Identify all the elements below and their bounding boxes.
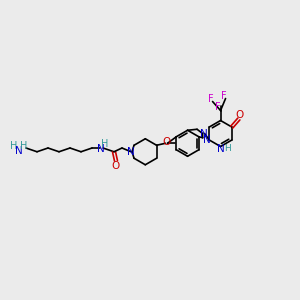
Text: O: O <box>236 110 244 120</box>
Text: N: N <box>203 135 211 145</box>
Text: N: N <box>217 143 224 154</box>
Text: N: N <box>15 146 23 156</box>
Text: N: N <box>97 144 105 154</box>
Text: O: O <box>162 137 171 147</box>
Text: F: F <box>221 91 226 100</box>
Text: H: H <box>10 141 18 151</box>
Text: N: N <box>200 128 207 139</box>
Text: F: F <box>208 94 213 103</box>
Text: F: F <box>215 101 220 112</box>
Text: H: H <box>101 139 109 149</box>
Text: H: H <box>20 141 28 151</box>
Text: N: N <box>127 147 135 157</box>
Text: H: H <box>224 144 231 153</box>
Text: O: O <box>112 161 120 171</box>
